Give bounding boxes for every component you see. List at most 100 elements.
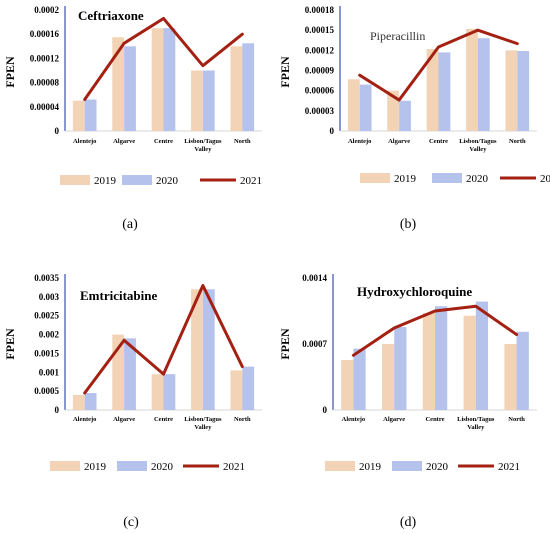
y-tick-label: 0.00006: [305, 86, 335, 96]
point-2021-algarve: [122, 42, 126, 45]
point-2021-lisbon-tagus-valley: [474, 305, 477, 308]
y-axis-label: FPEN: [278, 56, 292, 88]
point-2021-algarve: [397, 98, 401, 102]
bar-2020-lisbon-tagus-valley: [202, 70, 215, 131]
bar-2019-centre: [151, 374, 164, 410]
x-tick-label: Alentejo: [342, 416, 365, 423]
y-tick-label: 0.00008: [30, 78, 60, 88]
bar-2020-centre: [163, 374, 176, 410]
y-tick-label: 0.00003: [305, 106, 335, 116]
y-tick-label: 0.00018: [305, 5, 335, 15]
y-tick-label: 0: [330, 126, 335, 136]
y-tick-label: 0.00015: [305, 25, 335, 35]
point-2021-centre: [162, 372, 165, 376]
bar-2019-lisbon-tagus-valley: [191, 70, 203, 131]
chart-title: Hydroxychloroquine: [357, 284, 472, 299]
point-2021-algarve: [393, 326, 396, 330]
x-tick-label: North: [509, 138, 526, 145]
y-tick-label: 0: [55, 405, 60, 415]
y-tick-label: 0.00012: [30, 53, 60, 63]
legend-label-2021: 2021: [240, 175, 262, 187]
point-2021-north: [241, 365, 244, 368]
legend-swatch-2020: [432, 173, 462, 183]
legend-swatch-2020: [117, 461, 147, 471]
bar-2019-lisbon-tagus-valley: [466, 28, 478, 132]
point-2021-lisbon-tagus-valley: [201, 284, 205, 287]
bar-2019-alentejo: [347, 79, 360, 131]
chart-panel-ceftriaxone: 0 0.00004 0.00008 0.00012 0.00016 0.0002 FPEN C…: [3, 5, 262, 187]
bar-2019-north: [230, 46, 243, 131]
y-tick-label: 0.0014: [302, 273, 327, 283]
y-axis-label: FPEN: [3, 56, 17, 88]
chart-title: Ceftriaxone: [78, 8, 144, 23]
bar-2019-algarve: [112, 334, 125, 410]
bar-2019-centre: [151, 28, 164, 131]
legend-swatch-2020: [392, 461, 422, 471]
legend-label-2021: 2021: [498, 461, 520, 473]
point-2021-north: [241, 33, 244, 36]
y-tick-label: 0.0015: [34, 348, 59, 358]
y-tick-label: 0.0007: [302, 339, 327, 349]
point-2021-north: [515, 333, 518, 336]
bar-2020-north: [242, 43, 255, 131]
legend-label-2020: 2020: [466, 173, 489, 185]
bar-2019-centre: [422, 312, 435, 410]
bar-2020-centre: [438, 52, 451, 131]
legend-swatch-2019: [50, 461, 80, 471]
legend-label-2021: 2021: [223, 461, 245, 473]
bar-2019-centre: [426, 48, 439, 131]
bar-2019-algarve: [112, 37, 125, 131]
point-2021-alentejo: [83, 98, 86, 101]
bar-2019-alentejo: [72, 394, 85, 410]
x-tick-label: Lisbon/Tagus Valley: [457, 416, 495, 431]
x-tick-label: Lisbon/Tagus Valley: [459, 138, 497, 153]
x-tick-label: North: [508, 416, 525, 423]
y-tick-label: 0.00009: [305, 66, 335, 76]
point-2021-centre: [433, 309, 437, 313]
x-tick-label: Algarve: [113, 138, 135, 145]
point-2021-alentejo: [358, 74, 361, 77]
bar-2020-lisbon-tagus-valley: [202, 289, 215, 410]
bar-2020-north: [242, 366, 255, 410]
x-tick-label: North: [234, 416, 251, 423]
legend-swatch-2019: [360, 173, 390, 183]
bar-2020-alentejo: [84, 393, 97, 410]
point-2021-north: [516, 42, 519, 45]
y-tick-label: 0.0002: [34, 5, 59, 15]
bar-2019-north: [504, 344, 517, 410]
point-2021-centre: [437, 45, 440, 49]
legend-label-2020: 2020: [151, 461, 174, 473]
y-tick-label: 0: [55, 126, 60, 136]
legend-swatch-2020: [122, 175, 152, 185]
subfigure-label-d: (d): [399, 515, 417, 530]
bar-2020-centre: [163, 28, 176, 131]
y-tick-label: 0.001: [39, 367, 60, 377]
x-tick-label: Alentejo: [73, 416, 96, 423]
point-2021-alentejo: [83, 391, 86, 395]
point-2021-alentejo: [352, 354, 355, 357]
point-2021-lisbon-tagus-valley: [201, 64, 205, 67]
legend-swatch-2019: [60, 175, 90, 185]
chart-title: Emtricitabine: [80, 288, 157, 303]
subfigure-label-a: (a): [122, 217, 138, 232]
x-tick-label: Centre: [154, 416, 173, 423]
bar-2020-algarve: [394, 327, 407, 410]
bar-2019-algarve: [387, 90, 400, 131]
chart-panel-piperacillin: 0 0.00003 0.00006 0.00009 0.00012 0.00015 0.00…: [278, 5, 550, 185]
x-tick-label: Alentejo: [73, 138, 96, 145]
legend-label-2020: 2020: [426, 461, 449, 473]
x-tick-label: Centre: [429, 138, 448, 145]
y-tick-label: 0.00016: [30, 29, 60, 39]
y-tick-label: 0.00012: [305, 45, 335, 55]
bar-2020-lisbon-tagus-valley: [477, 38, 490, 131]
legend-label-2019: 2019: [394, 173, 417, 185]
y-tick-label: 0.0025: [34, 311, 59, 321]
x-tick-label: North: [234, 138, 251, 145]
legend-swatch-2019: [325, 461, 355, 471]
x-tick-label: Lisbon/Tagus Valley: [184, 416, 222, 431]
chart-panel-hydroxychloroquine: 0 0.0007 0.0014 FPEN Hydroxychloroquine Alent…: [278, 273, 537, 473]
x-tick-label: Alentejo: [348, 138, 371, 145]
x-tick-label: Centre: [425, 416, 444, 423]
bar-2020-algarve: [399, 100, 411, 131]
bar-2019-alentejo: [341, 360, 354, 410]
